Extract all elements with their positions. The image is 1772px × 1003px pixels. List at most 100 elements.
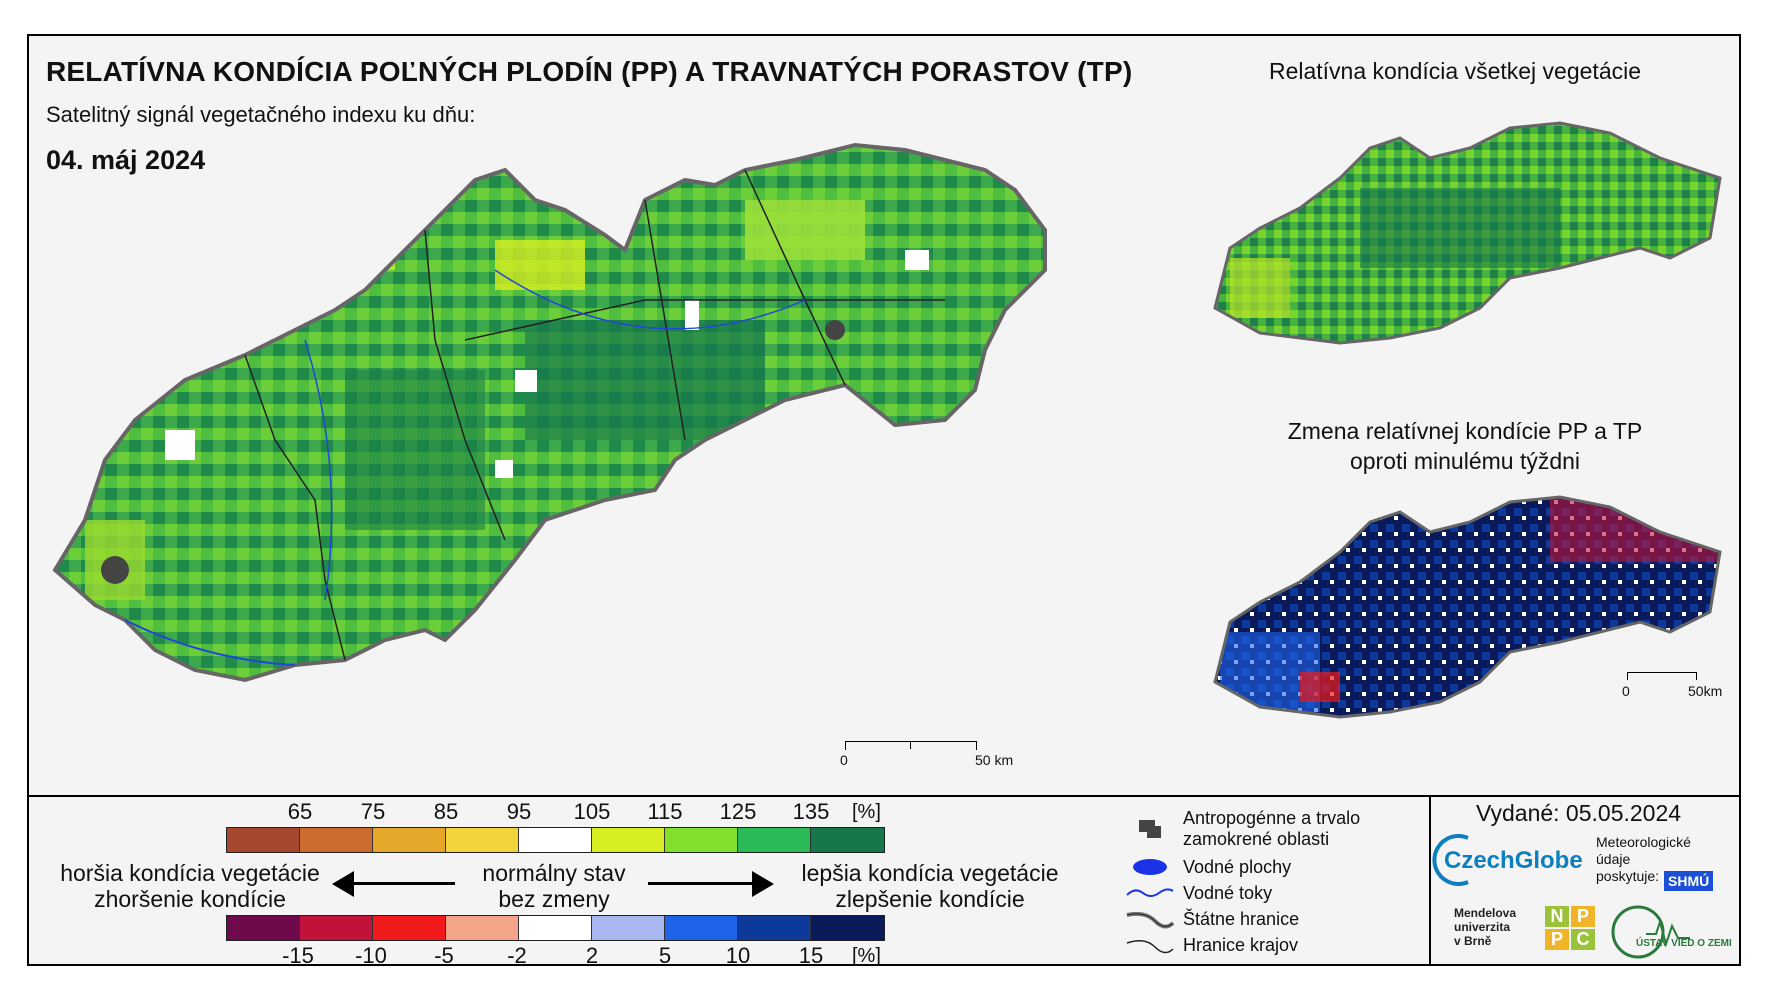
change-tick: 10	[725, 943, 751, 968]
nppc-letter: N	[1545, 906, 1569, 927]
shmu-logo: SHMÚ	[1664, 871, 1714, 891]
water-area-icon	[1125, 854, 1175, 880]
legend-region-border: Hranice krajov	[1125, 932, 1298, 958]
nppc-letter: C	[1571, 929, 1595, 950]
change-colorbar	[226, 915, 885, 941]
mendel-line1: Mendelova	[1454, 906, 1517, 920]
better-arrow	[648, 882, 758, 885]
legend-anthro: Antropogénne a trvalo zamokrené oblasti	[1125, 808, 1360, 850]
change-tick: -5	[434, 943, 454, 968]
nppc-logo: N P P C	[1545, 906, 1595, 950]
rivers-label: Vodné toky	[1183, 882, 1273, 903]
anthro-line2: zamokrené oblasti	[1183, 829, 1330, 849]
change-tick: -2	[507, 943, 527, 968]
change-tick: 2	[585, 943, 599, 968]
change-unit: [%]	[852, 945, 881, 967]
uvz-logo-mark	[1611, 905, 1690, 959]
better-line2: zlepšenie kondície	[835, 886, 1025, 912]
legend-rivers: Vodné toky	[1125, 880, 1272, 906]
normal-line1: normálny stav	[482, 860, 626, 886]
condition-swatch-4	[446, 828, 519, 852]
czechglobe-logo: CzechGlobe	[1444, 847, 1583, 874]
condition-tick: 95	[506, 799, 532, 824]
condition-swatch-5	[519, 828, 592, 852]
worse-arrow	[345, 882, 455, 885]
change-swatch-6	[592, 916, 665, 940]
anthro-area-icon	[1125, 816, 1175, 842]
map-title: RELATÍVNA KONDÍCIA POĽNÝCH PLODÍN (PP) A…	[46, 56, 1133, 87]
condition-tick: 135	[792, 799, 830, 824]
change-tick: -10	[355, 943, 387, 968]
normal-caption: normálny stav bez zmeny	[464, 860, 644, 912]
inset-change-title-1: Zmena relatívnej kondície PP a TP	[1287, 418, 1643, 444]
worse-caption: horšia kondícia vegetácie zhoršenie kond…	[40, 860, 340, 912]
condition-tick: 115	[647, 799, 683, 824]
better-caption: lepšia kondícia vegetácie zlepšenie kond…	[780, 860, 1080, 912]
water-areas-label: Vodné plochy	[1183, 856, 1292, 877]
change-swatch-7	[665, 916, 738, 940]
meteo-credit: Meteorologické údaje poskytuje:	[1596, 834, 1691, 885]
worse-line1: horšia kondícia vegetácie	[60, 860, 320, 886]
condition-swatch-1	[227, 828, 300, 852]
footer-divider	[1429, 795, 1431, 966]
state-border-label: Štátne hranice	[1183, 908, 1300, 929]
region-border-icon	[1125, 932, 1175, 958]
change-swatch-8	[738, 916, 811, 940]
change-swatch-9	[811, 916, 884, 940]
condition-colorbar	[226, 827, 885, 853]
meteo-line1: Meteorologické	[1596, 834, 1691, 850]
river-icon	[1125, 880, 1175, 906]
condition-swatch-6	[592, 828, 665, 852]
condition-swatch-7	[665, 828, 738, 852]
worse-arrowhead	[332, 871, 354, 897]
condition-tick: 85	[433, 799, 459, 824]
nppc-letter: P	[1571, 906, 1595, 927]
better-line1: lepšia kondícia vegetácie	[801, 860, 1059, 886]
legend-state-border: Štátne hranice	[1125, 906, 1299, 932]
change-tick: 5	[658, 943, 672, 968]
change-tick: 15	[798, 943, 824, 968]
uvz-logo: ÚSTAV VIED O ZEMI	[1636, 938, 1732, 949]
main-scalebar-zero: 0	[840, 752, 848, 768]
main-scalebar	[845, 741, 977, 750]
map-date: 04. máj 2024	[46, 145, 206, 175]
mendel-line3: v Brně	[1454, 934, 1492, 948]
state-border-icon	[1125, 906, 1175, 932]
condition-tick: 105	[573, 799, 611, 824]
worse-line2: zhoršenie kondície	[94, 886, 286, 912]
condition-unit: [%]	[852, 801, 881, 823]
mendel-logo: Mendelova univerzita v Brně	[1454, 906, 1516, 948]
change-swatch-1	[227, 916, 300, 940]
change-swatch-2	[300, 916, 373, 940]
condition-swatch-8	[738, 828, 811, 852]
main-scalebar-end: 50 km	[975, 752, 1014, 768]
condition-tick: 125	[719, 799, 757, 824]
inset-change-title-2: oproti minulému týždni	[1349, 448, 1581, 474]
inset-scalebar-zero: 0	[1622, 683, 1630, 699]
change-swatch-4	[446, 916, 519, 940]
change-swatch-5	[519, 916, 592, 940]
condition-swatch-2	[300, 828, 373, 852]
main-scalebar-mid	[910, 741, 911, 749]
inset-change-map	[1213, 495, 1722, 719]
inset-vegetation-map	[1213, 121, 1722, 345]
condition-tick: 65	[287, 799, 313, 824]
legend-divider	[27, 795, 1741, 797]
normal-line2: bez zmeny	[498, 886, 610, 912]
condition-swatch-3	[373, 828, 446, 852]
change-swatch-3	[373, 916, 446, 940]
inset-scalebar-end: 50km	[1688, 683, 1723, 699]
anthro-line1: Antropogénne a trvalo	[1183, 808, 1361, 828]
region-border-label: Hranice krajov	[1183, 934, 1299, 955]
nppc-letter: P	[1545, 929, 1569, 950]
legend-water-areas: Vodné plochy	[1125, 854, 1291, 880]
issued-date: Vydané: 05.05.2024	[1476, 800, 1682, 826]
map-subtitle: Satelitný signál vegetačného indexu ku d…	[46, 102, 476, 127]
mendel-line2: univerzita	[1454, 920, 1511, 934]
condition-tick: 75	[360, 799, 386, 824]
main-map	[52, 142, 1047, 683]
change-tick: -15	[282, 943, 314, 968]
meteo-line2: údaje	[1596, 851, 1631, 867]
inset-vegetation-title: Relatívna kondícia všetkej vegetácie	[1268, 58, 1642, 84]
better-arrowhead	[752, 871, 774, 897]
